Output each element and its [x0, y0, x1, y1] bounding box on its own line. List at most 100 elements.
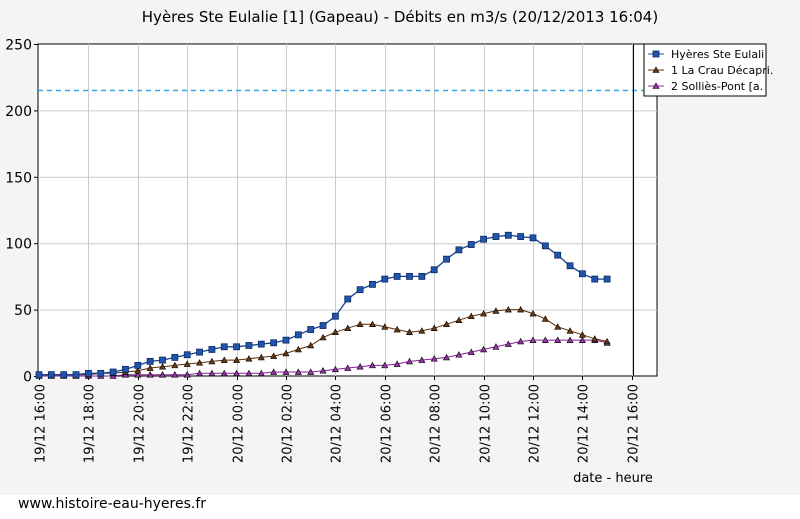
data-point [430, 355, 438, 362]
data-point [319, 333, 327, 341]
data-point [517, 305, 525, 313]
data-point [109, 368, 117, 376]
data-point [603, 275, 611, 283]
data-point [480, 309, 488, 317]
data-point [455, 316, 463, 324]
data-point [97, 369, 105, 377]
data-point [480, 345, 488, 353]
data-point [504, 340, 512, 347]
data-point [331, 312, 339, 320]
data-point [430, 266, 438, 274]
data-point [566, 336, 574, 343]
data-point [566, 327, 574, 334]
data-point [72, 371, 80, 379]
data-point [356, 286, 364, 294]
data-point [566, 262, 574, 270]
data-point [344, 295, 352, 303]
x-tick-label: 20/12 08:00 [429, 384, 444, 463]
data-point [134, 367, 142, 374]
data-point [381, 275, 389, 283]
chart-panel: 0 50 100 150 200 250 19/12 16:00 19/12 18:00 19/… [0, 0, 800, 495]
legend-marker [652, 66, 660, 73]
data-point [196, 348, 203, 356]
data-point [270, 352, 278, 359]
data-point [257, 340, 265, 348]
plot-area [37, 43, 658, 377]
data-point [541, 242, 549, 250]
data-point [418, 356, 426, 363]
data-point [368, 320, 376, 328]
y-tick-label: 100 [5, 237, 32, 253]
data-point [554, 251, 562, 259]
data-point [405, 357, 414, 365]
data-point [344, 324, 352, 331]
y-tick-label: 0 [23, 370, 32, 386]
data-point [171, 361, 179, 369]
data-point [381, 361, 389, 369]
data-point [578, 331, 586, 338]
data-point [220, 343, 228, 351]
data-point [47, 371, 55, 379]
legend-box [643, 43, 767, 97]
data-point [579, 270, 586, 278]
data-point [393, 272, 401, 280]
footer-url[interactable]: www.histoire-eau-hyeres.fr [18, 496, 207, 512]
data-point [196, 369, 204, 377]
data-point [183, 360, 191, 367]
data-point [467, 312, 475, 320]
data-point [220, 369, 228, 377]
data-point [307, 326, 315, 333]
data-point [492, 307, 500, 314]
data-point [146, 371, 154, 378]
data-point [319, 322, 327, 329]
data-point [430, 324, 438, 331]
data-point [196, 359, 204, 366]
data-point [369, 280, 376, 288]
data-point [517, 233, 525, 240]
data-point [35, 371, 43, 379]
x-tick-label: 19/12 18:00 [83, 384, 98, 463]
data-point [591, 335, 599, 342]
data-point [233, 369, 241, 377]
x-tick-label: 20/12 04:00 [330, 384, 345, 463]
data-point [405, 328, 414, 335]
data-point [368, 361, 376, 369]
data-point [208, 346, 216, 353]
data-point [406, 272, 413, 280]
legend-entry: Hyères Ste Eulali [671, 48, 764, 61]
data-point [504, 305, 512, 313]
data-point [554, 336, 562, 343]
data-point [393, 325, 401, 333]
data-point [294, 345, 302, 353]
data-point [245, 342, 253, 349]
data-point [319, 367, 327, 374]
data-point [282, 336, 290, 344]
data-point [307, 341, 315, 349]
x-tick-label: 20/12 10:00 [479, 384, 494, 463]
data-point [159, 356, 166, 364]
data-point [233, 356, 241, 363]
data-point [541, 315, 549, 322]
flow-chart: 0 50 100 150 200 250 19/12 16:00 19/12 18:00 19/… [5, 8, 773, 486]
data-point [356, 320, 364, 328]
x-tick-label: 20/12 02:00 [281, 384, 296, 463]
data-point [467, 348, 475, 355]
x-tick-label: 20/12 16:00 [627, 384, 642, 463]
data-point [529, 309, 537, 317]
data-point [393, 360, 401, 367]
data-point [455, 351, 463, 358]
data-point [146, 357, 154, 365]
data-point [146, 364, 154, 371]
data-point [443, 353, 451, 361]
data-point [85, 369, 92, 377]
data-point [270, 339, 278, 347]
data-point [504, 231, 512, 239]
data-point [122, 365, 129, 373]
data-point [245, 355, 253, 362]
y-tick-label: 150 [5, 170, 32, 186]
data-point [455, 246, 463, 254]
y-tick-label: 50 [14, 303, 32, 319]
legend-entry: 2 Solliès-Pont [a. [671, 80, 763, 93]
data-point [517, 337, 525, 345]
x-tick-label: 19/12 16:00 [34, 384, 49, 463]
